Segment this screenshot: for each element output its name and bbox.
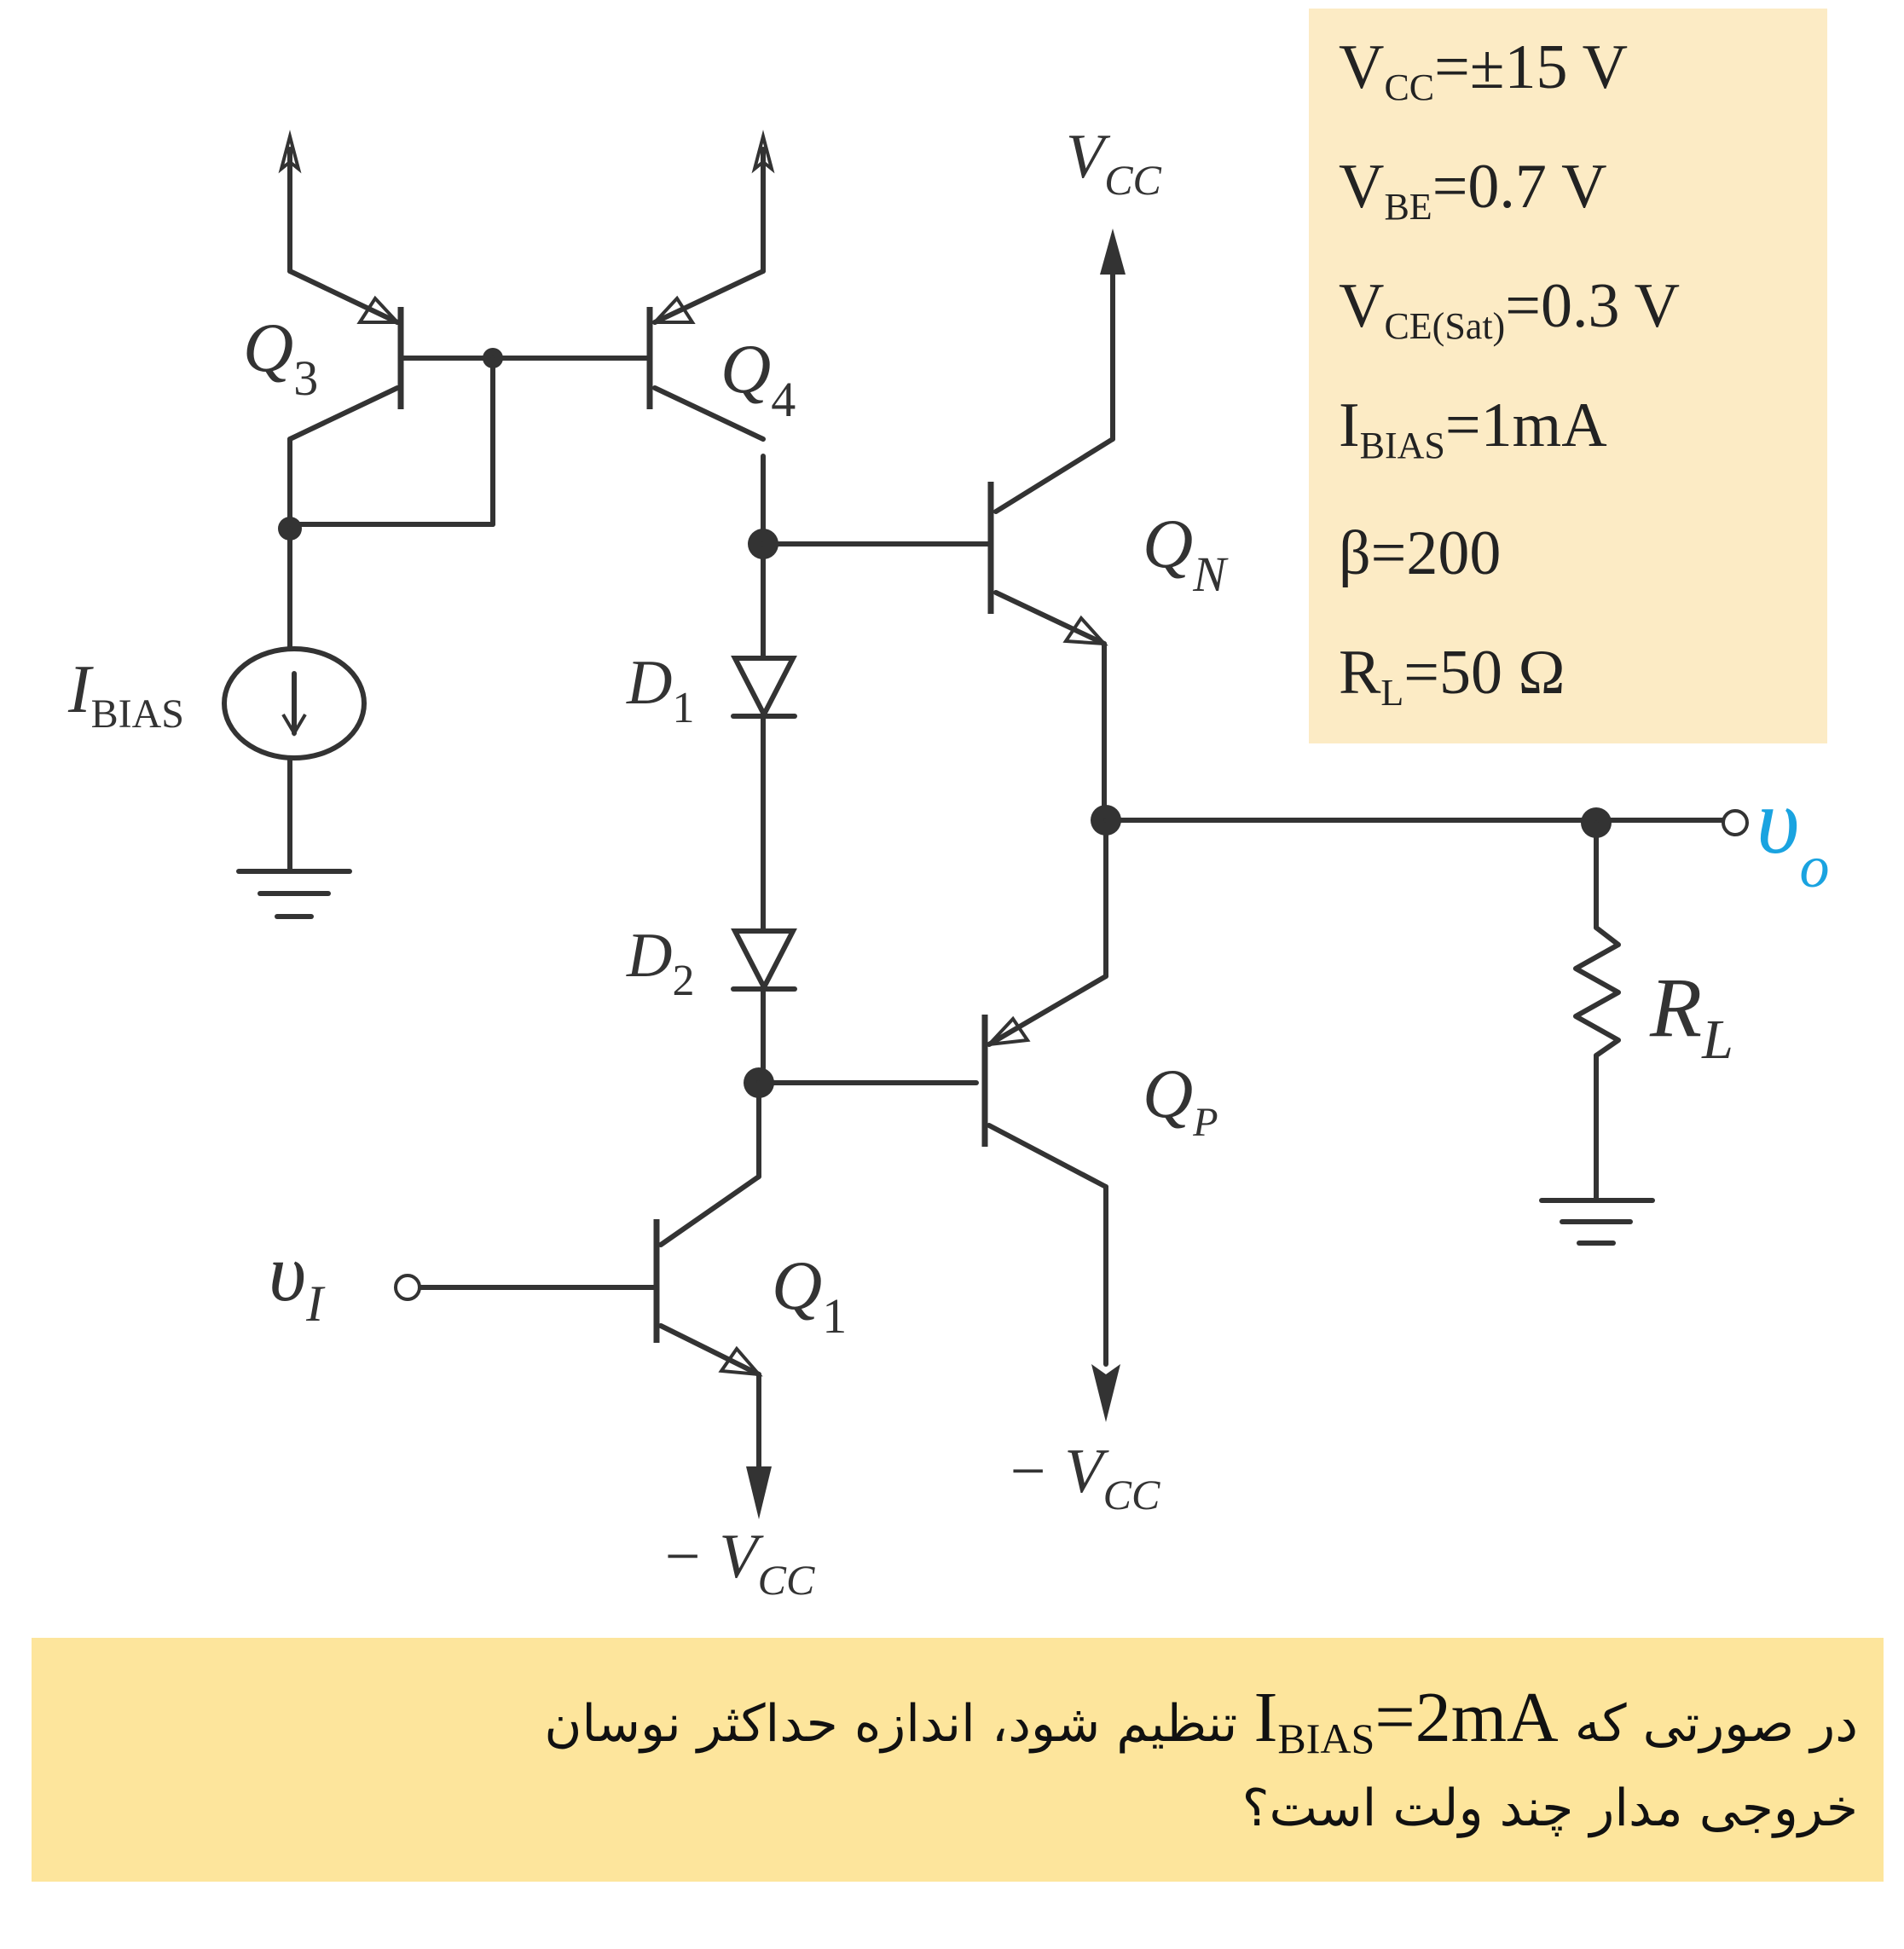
- arrow-down-icon: [281, 713, 307, 737]
- label-vout: υo: [1756, 769, 1830, 900]
- diode-d2: [731, 928, 797, 993]
- label-vin: υI: [269, 1227, 326, 1332]
- emitter-arrow-icon: [718, 1345, 763, 1377]
- label-ibias: IBIAS: [67, 652, 184, 737]
- transistor-q1: [394, 1174, 772, 1519]
- question-ibias-value: IBIAS=2mA: [1253, 1678, 1559, 1762]
- transistor-q3: [278, 130, 404, 531]
- input-terminal: [394, 1274, 421, 1301]
- supply-arrow-icon: [746, 1466, 772, 1519]
- label-q1: Q1: [772, 1246, 847, 1344]
- label-rl: RL: [1649, 960, 1733, 1071]
- emitter-arrow-icon: [1062, 615, 1108, 646]
- supply-arrow-icon: [751, 130, 775, 174]
- label-neg-vcc-qp: − VCC: [1006, 1437, 1160, 1518]
- label-q3: Q3: [243, 309, 318, 406]
- parameters-box: [1309, 9, 1827, 743]
- supply-arrow-icon: [278, 130, 302, 174]
- question-line-1: در صورتی که IBIAS=2mA تنظیم شود، اندازه …: [544, 1678, 1858, 1762]
- label-neg-vcc-q1: − VCC: [661, 1522, 815, 1604]
- label-qn: QN: [1143, 505, 1229, 602]
- emitter-arrow-icon: [651, 295, 696, 324]
- schematic: Q3 Q4 QN QP Q1 D1 D2 IBIAS VCC − VCC − V…: [67, 122, 1830, 1604]
- label-d2: D2: [626, 921, 694, 1005]
- label-q4: Q4: [721, 330, 796, 427]
- param-vcc: VCC=±15 V: [1339, 32, 1629, 108]
- question-line-2: خروجی مدار چند ولت است؟: [1241, 1778, 1858, 1838]
- label-qp: QP: [1143, 1055, 1218, 1145]
- emitter-arrow-icon: [984, 1015, 1031, 1047]
- supply-arrow-icon: [1100, 228, 1126, 275]
- param-ibias: IBIAS=1mA: [1339, 390, 1607, 466]
- param-beta: β=200: [1339, 518, 1502, 588]
- diode-d1: [731, 656, 797, 720]
- supply-arrow-icon: [1091, 1364, 1120, 1422]
- label-vcc-top: VCC: [1066, 122, 1162, 204]
- resistor-rl: [1539, 820, 1655, 1246]
- param-vbe: VBE=0.7 V: [1339, 152, 1607, 228]
- emitter-arrow-icon: [356, 295, 402, 324]
- label-d1: D1: [626, 648, 694, 732]
- transistor-qn: [987, 228, 1126, 823]
- transistor-qp: [981, 974, 1120, 1422]
- output-terminal: [1722, 809, 1749, 836]
- param-vcesat: VCE(Sat)=0.3 V: [1339, 271, 1681, 347]
- question-box: در صورتی که IBIAS=2mA تنظیم شود، اندازه …: [32, 1638, 1884, 1882]
- current-source-ibias: [222, 526, 367, 919]
- param-rl: RL=50 Ω: [1339, 638, 1565, 714]
